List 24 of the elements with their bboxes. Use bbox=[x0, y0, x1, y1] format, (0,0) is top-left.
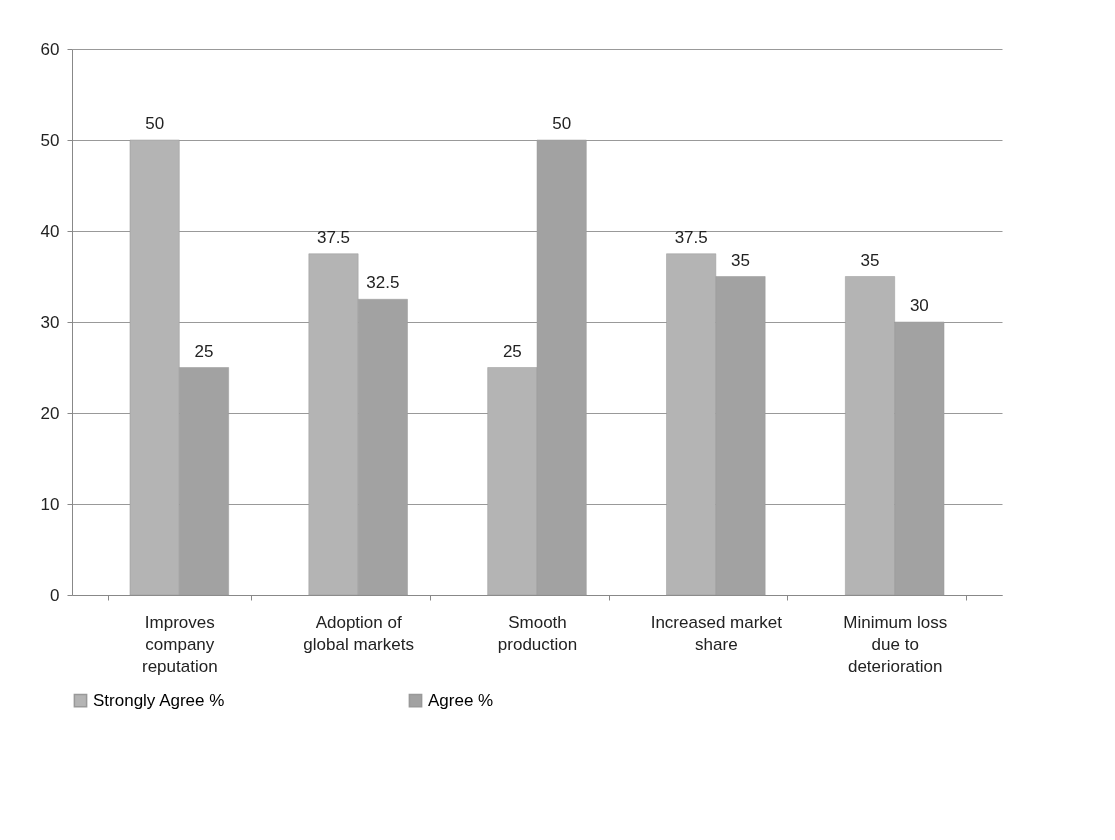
data-label: 37.5 bbox=[674, 227, 708, 247]
y-tick-label: 20 bbox=[40, 403, 60, 423]
x-tick-label: Smooth production bbox=[497, 612, 578, 654]
y-tick-label: 40 bbox=[40, 221, 60, 241]
data-label: 25 bbox=[194, 341, 214, 361]
data-label: 37.5 bbox=[316, 227, 351, 247]
x-tick-label: Minimum loss due to deterioration bbox=[843, 612, 948, 676]
y-tick-label: 60 bbox=[40, 39, 60, 59]
y-tick-label: 30 bbox=[40, 312, 60, 332]
data-label: 35 bbox=[860, 250, 880, 270]
data-label: 50 bbox=[552, 114, 572, 133]
x-tick-label: Increased market share bbox=[650, 612, 783, 654]
data-label: 50 bbox=[145, 114, 165, 133]
x-tick-label: Adoption of global markets bbox=[303, 612, 414, 654]
legend-label: Strongly Agree % bbox=[93, 690, 225, 710]
data-label: 35 bbox=[731, 250, 750, 270]
x-tick-label: Improves company reputation bbox=[142, 612, 218, 676]
y-tick-label: 50 bbox=[40, 130, 60, 150]
data-label: 32.5 bbox=[366, 273, 400, 293]
y-tick-label: 0 bbox=[50, 585, 60, 605]
legend-label: Agree % bbox=[428, 690, 494, 710]
y-tick-label: 10 bbox=[40, 494, 60, 514]
data-label: 25 bbox=[502, 341, 522, 361]
data-label: 30 bbox=[909, 296, 929, 315]
